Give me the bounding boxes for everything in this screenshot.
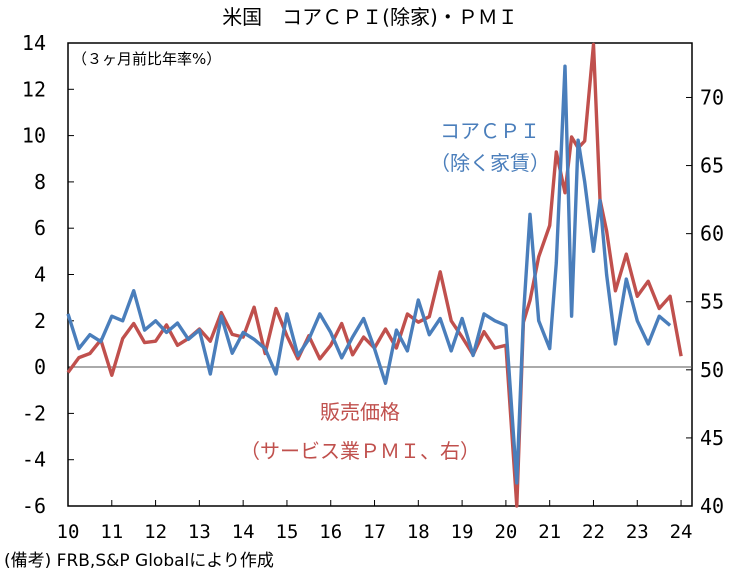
x-tick-label: 24 bbox=[670, 521, 693, 543]
left-tick-label: -4 bbox=[22, 448, 46, 472]
left-tick-label: 0 bbox=[34, 355, 46, 379]
x-tick-label: 23 bbox=[626, 521, 649, 543]
x-tick-label: 14 bbox=[232, 521, 255, 543]
left-tick-label: 14 bbox=[22, 31, 46, 55]
x-tick-label: 18 bbox=[407, 521, 430, 543]
left-tick-label: 4 bbox=[34, 263, 46, 287]
x-tick-label: 16 bbox=[319, 521, 342, 543]
x-axis: 10 11 12 13 14 15 16 17 18 19 20 21 22 23 24 bbox=[57, 500, 693, 543]
right-axis: 70 65 60 55 50 45 40 bbox=[686, 85, 724, 518]
unit-note: （３ヶ月前比年率%） bbox=[72, 50, 221, 68]
chart-title: 米国 コアＣＰＩ(除家)・ＰＭＩ bbox=[222, 5, 518, 29]
plot-frame bbox=[67, 42, 693, 507]
x-tick-label: 12 bbox=[144, 521, 167, 543]
series-line-core-cpi bbox=[66, 64, 672, 485]
series-line-pmi bbox=[66, 42, 683, 508]
x-tick-label: 19 bbox=[451, 521, 474, 543]
source-note: (備考) FRB,S&P Globalにより作成 bbox=[4, 551, 274, 571]
right-tick-label: 55 bbox=[700, 290, 724, 314]
left-tick-label: 8 bbox=[34, 170, 46, 194]
left-tick-label: -6 bbox=[22, 494, 46, 518]
x-tick-label: 20 bbox=[494, 521, 517, 543]
right-tick-label: 70 bbox=[700, 85, 724, 109]
left-axis: 14 12 10 8 6 4 2 0 -2 -4 -6 bbox=[22, 31, 74, 518]
right-tick-label: 50 bbox=[700, 358, 724, 382]
cpi-label: コアＣＰＩ bbox=[440, 119, 540, 143]
x-tick-label: 17 bbox=[363, 521, 386, 543]
x-tick-label: 10 bbox=[57, 521, 80, 543]
cpi-label-sub: （除く家賃） bbox=[430, 151, 550, 175]
right-tick-label: 65 bbox=[700, 154, 724, 178]
x-tick-label: 15 bbox=[276, 521, 299, 543]
left-tick-label: 10 bbox=[22, 124, 46, 148]
pmi-label: 販売価格 bbox=[320, 400, 400, 424]
right-tick-label: 40 bbox=[700, 494, 724, 518]
left-tick-label: -2 bbox=[22, 401, 46, 425]
left-tick-label: 2 bbox=[34, 309, 46, 333]
pmi-label-sub: （サービス業ＰＭＩ、右） bbox=[240, 439, 480, 463]
right-tick-label: 45 bbox=[700, 426, 724, 450]
x-tick-label: 21 bbox=[538, 521, 561, 543]
right-tick-label: 60 bbox=[700, 222, 724, 246]
x-tick-label: 13 bbox=[188, 521, 211, 543]
x-tick-label: 22 bbox=[582, 521, 605, 543]
left-tick-label: 6 bbox=[34, 216, 46, 240]
x-tick-label: 11 bbox=[100, 521, 123, 543]
left-tick-label: 12 bbox=[22, 77, 46, 101]
